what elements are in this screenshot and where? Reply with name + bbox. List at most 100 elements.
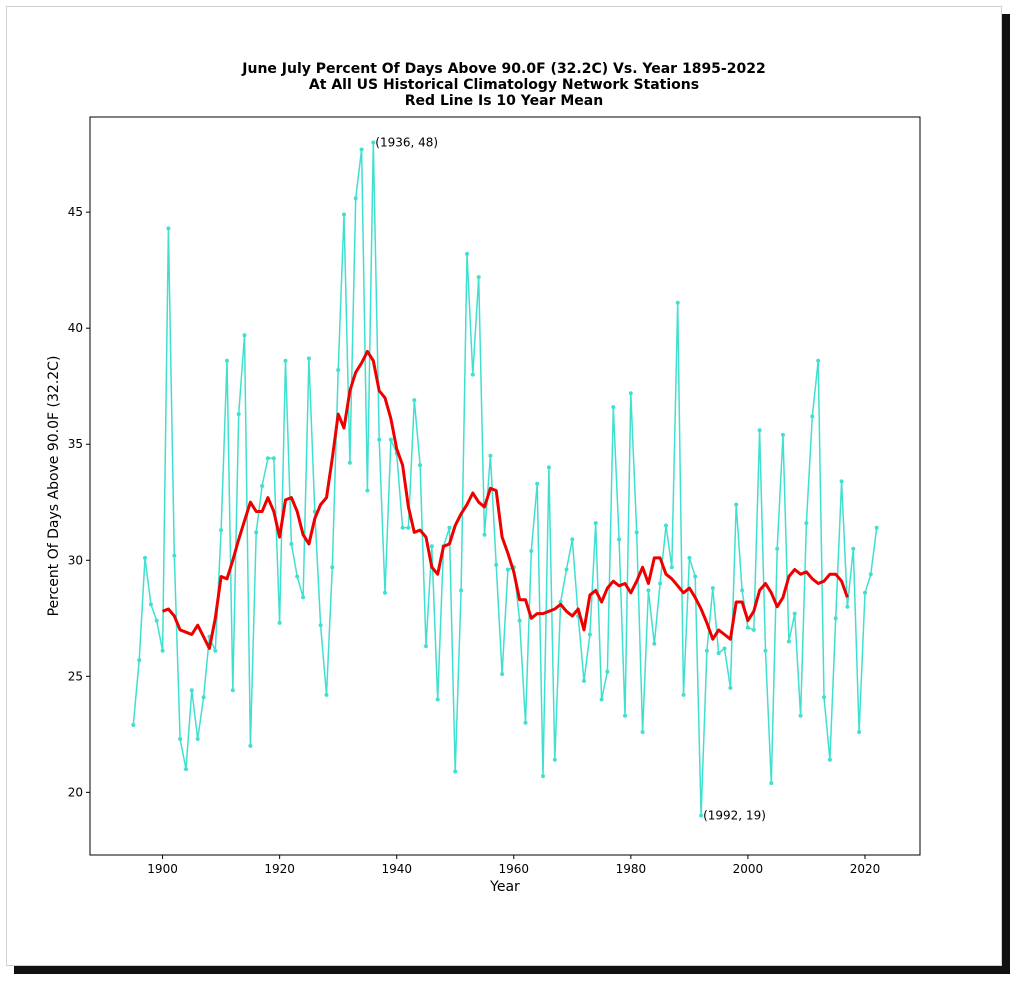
data-point (710, 586, 715, 591)
data-point (611, 405, 616, 410)
data-point (505, 567, 510, 572)
data-point (605, 669, 610, 674)
data-point (336, 368, 341, 372)
data-point (804, 521, 809, 526)
data-point (470, 372, 475, 377)
data-point (388, 437, 393, 442)
data-point (558, 600, 563, 604)
data-point (482, 532, 487, 537)
data-point (465, 251, 469, 256)
data-point (582, 678, 586, 683)
data-point (570, 537, 575, 542)
data-point (418, 463, 423, 468)
data-point (593, 521, 598, 526)
data-point (529, 549, 534, 553)
data-point (599, 697, 604, 702)
data-point (347, 460, 352, 465)
data-point (745, 625, 750, 630)
data-point (722, 646, 727, 651)
data-point (494, 562, 499, 567)
data-point (412, 398, 417, 403)
chart-frame: June July Percent Of Days Above 90.0F (3… (6, 6, 1002, 966)
x-tick-label: 2020 (850, 862, 881, 876)
data-point (289, 542, 294, 546)
data-point (628, 391, 633, 396)
data-point (874, 525, 879, 530)
chart-title: June July Percent Of Days Above 90.0F (3… (241, 61, 765, 109)
annotations: (1936, 48) (1992, 19) (375, 136, 766, 823)
data-point (693, 574, 698, 579)
data-point (652, 641, 657, 646)
data-point (365, 488, 370, 493)
data-point (728, 685, 733, 690)
data-point (178, 737, 183, 741)
data-point (681, 692, 686, 697)
annotation-label: (1992, 19) (703, 809, 766, 823)
data-point (295, 574, 300, 579)
data-point (154, 618, 159, 623)
data-point (500, 672, 505, 676)
data-point (283, 358, 288, 363)
data-point (219, 528, 224, 533)
data-point (699, 813, 704, 818)
annotation-label: (1936, 48) (375, 136, 438, 150)
data-point (623, 713, 627, 718)
data-point (810, 414, 815, 419)
data-point (453, 769, 458, 774)
data-point (254, 530, 259, 535)
data-point (704, 648, 709, 653)
data-point (716, 651, 721, 656)
data-point (839, 479, 844, 484)
title-line-1: June July Percent Of Days Above 90.0F (3… (241, 61, 765, 77)
data-point (617, 537, 622, 542)
data-point (131, 723, 136, 727)
data-point (868, 572, 873, 577)
data-point (781, 432, 785, 437)
data-point (546, 465, 551, 470)
data-point (863, 590, 867, 595)
data-point (786, 639, 791, 644)
data-point (265, 456, 270, 461)
y-tick-label: 40 (68, 321, 83, 335)
data-point (476, 275, 481, 280)
data-point (143, 555, 147, 560)
data-point (172, 553, 177, 558)
data-point (400, 525, 405, 530)
data-point (383, 590, 387, 595)
data-point (377, 437, 382, 442)
data-point (769, 781, 774, 786)
data-point (851, 546, 856, 551)
x-tick-label: 1980 (616, 862, 647, 876)
x-tick-label: 1960 (499, 862, 530, 876)
data-point (822, 695, 826, 700)
data-point (488, 453, 493, 458)
series-layer (131, 140, 879, 818)
data-point (160, 648, 165, 653)
data-point (517, 618, 522, 623)
data-point (166, 226, 171, 231)
title-line-2: At All US Historical Climatology Network… (309, 77, 699, 93)
data-point (371, 140, 376, 145)
data-point (792, 611, 797, 616)
data-point (687, 555, 692, 560)
data-point (242, 333, 247, 338)
x-tick-label: 1900 (147, 862, 178, 876)
data-point (148, 602, 153, 607)
data-point (751, 627, 756, 632)
y-axis-label: Percent Of Days Above 90.0F (32.2C) (46, 356, 62, 617)
data-point (435, 697, 440, 702)
data-point (541, 774, 545, 779)
data-point (271, 456, 276, 461)
data-point (669, 565, 674, 570)
data-point (646, 588, 651, 593)
data-point (587, 632, 592, 637)
data-point (857, 730, 862, 734)
data-point (195, 737, 200, 741)
data-point (225, 358, 229, 363)
data-point (664, 523, 668, 528)
data-point (845, 604, 850, 609)
x-tick-label: 2000 (733, 862, 764, 876)
data-point (324, 692, 329, 697)
data-point (137, 658, 142, 663)
data-point (675, 300, 680, 305)
